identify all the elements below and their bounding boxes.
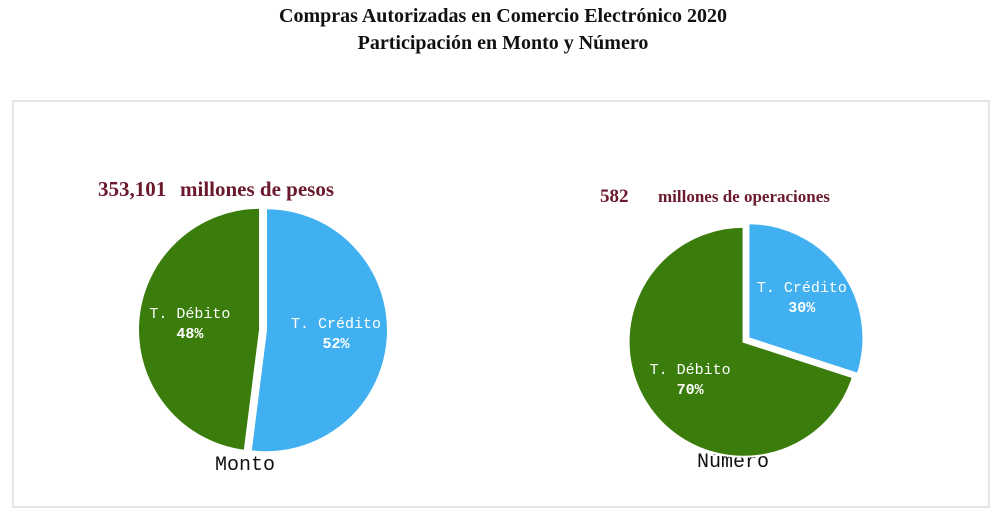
slice-value: 70% — [676, 381, 704, 399]
chart-subtitle: Participación en Monto y Número — [358, 32, 649, 54]
pie-slice — [627, 225, 855, 458]
pie-caption: Monto — [215, 454, 275, 477]
slice-category: T. Crédito — [291, 315, 382, 333]
total-unit: millones de operaciones — [658, 187, 830, 206]
slice-value: 30% — [788, 300, 816, 318]
slice-label: T. Débito 48% — [145, 305, 235, 345]
slice-category: T. Crédito — [756, 280, 847, 298]
pie-slice — [137, 206, 262, 452]
slice-label: T. Crédito 30% — [757, 279, 847, 319]
chart-title: Compras Autorizadas en Comercio Electrón… — [279, 5, 727, 27]
pie-slice — [249, 207, 389, 454]
slice-category: T. Débito — [149, 306, 231, 324]
slice-category: T. Débito — [649, 361, 731, 379]
total-label: 582 — [600, 186, 629, 207]
slice-label: T. Débito 70% — [645, 361, 735, 401]
slice-value: 48% — [176, 326, 204, 344]
total-unit: millones de pesos — [180, 177, 334, 201]
slice-value: 52% — [322, 335, 350, 353]
slice-label: T. Crédito 52% — [291, 315, 381, 355]
total-label: 353,101 — [98, 177, 166, 201]
pie-slice — [747, 222, 865, 376]
